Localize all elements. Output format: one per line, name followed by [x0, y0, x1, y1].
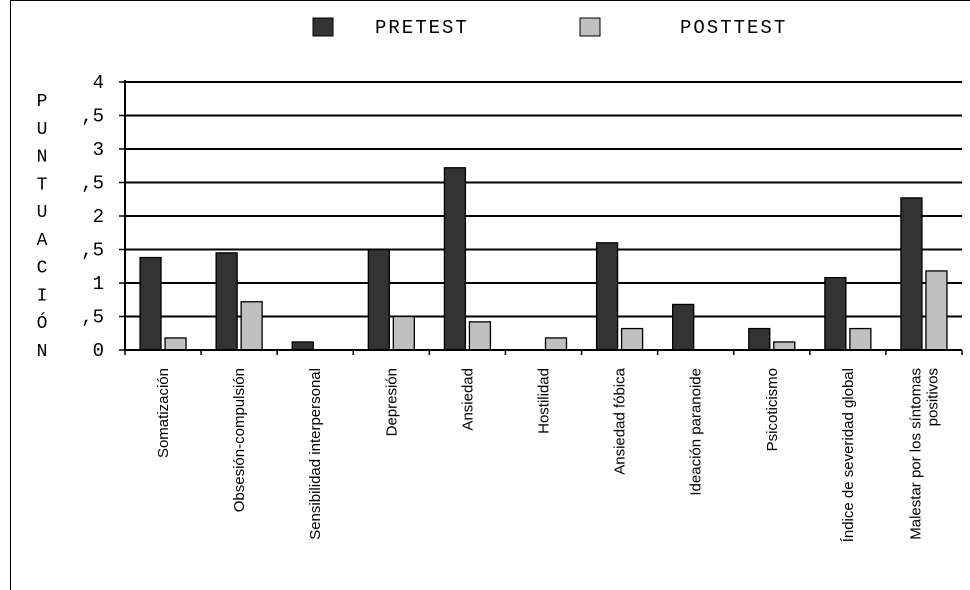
bar-pretest-5: [443, 167, 467, 351]
bar-pretest-10: [824, 276, 847, 351]
x-tick-label: Índice de severidad global: [840, 368, 857, 542]
x-tick-label: Malestar por los síntomas: [907, 368, 924, 540]
axes: [124, 80, 963, 355]
y-axis-ticks: 0 ,5 1 ,5 2 ,5 3 ,5 4: [81, 72, 125, 362]
y-axis-label-letter: P: [37, 92, 48, 112]
x-tick-label: Somatización: [155, 368, 172, 458]
x-tick-label: positivos: [924, 368, 941, 426]
y-axis-label-letter: A: [37, 231, 48, 251]
legend-label-1: PRETEST: [375, 17, 469, 39]
y-axis-label-letter: U: [37, 120, 48, 140]
legend-swatch-1: [312, 17, 334, 37]
bar-posttest-4: [392, 315, 415, 351]
x-tick-label: Hostilidad: [536, 368, 553, 434]
y-tick-label: ,5: [81, 173, 104, 195]
chart-frame: [10, 0, 970, 590]
bar-posttest-1: [164, 337, 187, 351]
bar-pretest-3: [291, 341, 314, 351]
y-axis-label-letter: I: [37, 286, 48, 306]
gridlines: [125, 81, 962, 318]
y-tick-label: ,5: [81, 106, 104, 128]
legend-swatch-2: [579, 17, 601, 37]
y-tick-label: 4: [93, 72, 104, 94]
legend-label-2: POSTTEST: [680, 17, 787, 39]
y-tick-label: ,5: [81, 240, 104, 262]
y-tick-label: 3: [93, 139, 104, 161]
x-tick-label: Sensibilidad interpersonal: [307, 368, 324, 540]
y-axis-label-letter: U: [37, 203, 48, 223]
x-tick-label: Ideación paranoide: [688, 368, 705, 496]
x-tick-label: Ansiedad fóbica: [612, 367, 629, 474]
y-tick-label: 0: [93, 340, 104, 362]
bar-posttest-10: [849, 327, 872, 351]
bar-posttest-2: [240, 301, 263, 351]
bar-pretest-1: [139, 256, 162, 351]
bar-pretest-7: [595, 242, 619, 351]
bar-posttest-11: [925, 270, 948, 351]
y-axis-label-letter: T: [37, 175, 48, 195]
y-axis-label-letter: Ó: [37, 312, 48, 334]
bar-pretest-9: [748, 327, 771, 351]
bar-pretest-11: [900, 197, 923, 351]
x-tick-label: Obsesión-compulsión: [231, 368, 248, 512]
y-tick-label: 1: [93, 273, 104, 295]
x-tick-label: Ansiedad: [459, 368, 476, 431]
y-tick-label: ,5: [81, 307, 104, 329]
bar-posttest-6: [544, 337, 568, 351]
y-axis-label-letter: C: [37, 259, 48, 279]
x-tick-label: Depresión: [383, 368, 400, 436]
y-axis-label-letter: N: [37, 148, 48, 168]
x-axis-labels: Somatización Obsesión-compulsión Sensibili…: [155, 367, 941, 542]
bar-pretest-4: [367, 248, 390, 351]
bar-pretest-8: [672, 303, 695, 351]
bars: [139, 167, 948, 351]
bar-posttest-7: [620, 327, 644, 351]
bar-pretest-2: [215, 252, 238, 351]
bar-posttest-5: [468, 321, 492, 351]
bar-posttest-9: [773, 341, 796, 351]
y-axis-label-letter: N: [37, 342, 48, 362]
x-tick-label: Psicoticismo: [764, 368, 781, 451]
y-tick-label: 2: [93, 206, 104, 228]
legend: PRETEST POSTTEST: [312, 17, 787, 39]
